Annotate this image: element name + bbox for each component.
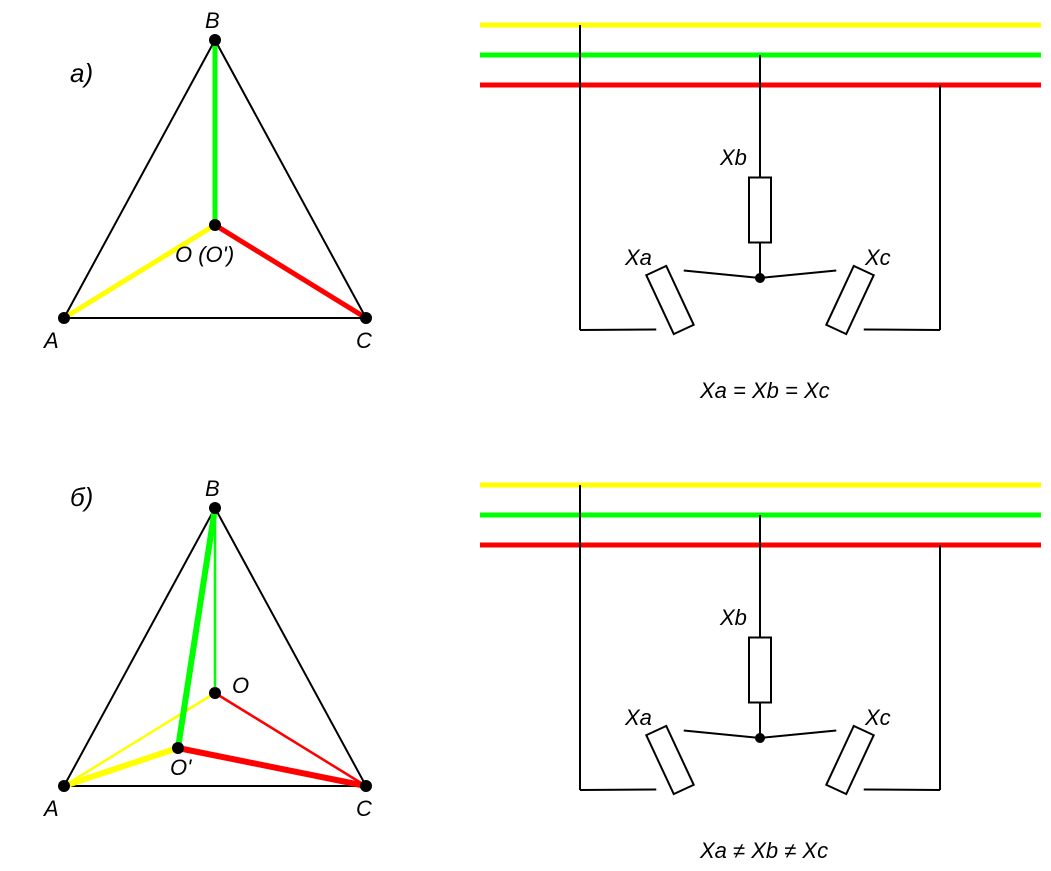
label-B: B xyxy=(205,8,220,33)
resistor-Xc xyxy=(826,266,873,334)
vertex-B xyxy=(209,34,221,46)
label-C: C xyxy=(356,796,372,821)
panel-tag-a: а) xyxy=(70,58,93,88)
phasor-A-O xyxy=(64,693,215,786)
label-C: C xyxy=(356,328,372,353)
vertex-A xyxy=(58,780,70,792)
label-A: A xyxy=(42,796,59,821)
resistor-Xc xyxy=(826,726,873,794)
resistor-Xa xyxy=(646,726,693,794)
label-O: O xyxy=(232,673,249,698)
resistor-Xb xyxy=(749,638,771,703)
phasor-C-O xyxy=(215,225,366,318)
neutral-O xyxy=(209,219,221,231)
vertex-A xyxy=(58,312,70,324)
wire-c-to-star xyxy=(760,271,836,278)
wire-a-to-res xyxy=(580,329,656,330)
label-Op: O' xyxy=(170,755,192,780)
label-A: A xyxy=(42,328,59,353)
neutral-O xyxy=(209,687,221,699)
vertex-B xyxy=(209,502,221,514)
panel-b: б) A B C O O' Xa Xb Xc Xa ≠ Xb ≠ Xc xyxy=(42,476,1041,863)
equation: Xa ≠ Xb ≠ Xc xyxy=(699,838,828,863)
label-Xc: Xc xyxy=(864,245,891,270)
label-Xa: Xa xyxy=(624,705,652,730)
label-B: B xyxy=(205,476,220,501)
label-Xb: Xb xyxy=(719,605,747,630)
phasor-C-Oprime xyxy=(178,748,366,786)
resistor-Xb xyxy=(749,178,771,243)
vertex-C xyxy=(360,780,372,792)
star-node xyxy=(755,733,765,743)
label-Xa: Xa xyxy=(624,245,652,270)
wire-c-to-res xyxy=(864,329,940,330)
label-Xc: Xc xyxy=(864,705,891,730)
equation: Xa = Xb = Xc xyxy=(699,378,830,403)
wire-a-to-star xyxy=(684,271,760,278)
wire-a-to-res xyxy=(580,789,656,790)
panel-a: а) A B C O (O') Xa Xb Xc Xa = Xb = Xc xyxy=(42,8,1041,403)
resistor-Xa xyxy=(646,266,693,334)
panel-tag-b: б) xyxy=(70,482,93,512)
neutral-Oprime xyxy=(172,742,184,754)
wire-c-to-res xyxy=(864,789,940,790)
wire-a-to-star xyxy=(684,731,760,738)
star-node xyxy=(755,273,765,283)
phasor-A-O xyxy=(64,225,215,318)
wire-c-to-star xyxy=(760,731,836,738)
label-Xb: Xb xyxy=(719,145,747,170)
label-O: O (O') xyxy=(175,242,234,267)
vertex-C xyxy=(360,312,372,324)
